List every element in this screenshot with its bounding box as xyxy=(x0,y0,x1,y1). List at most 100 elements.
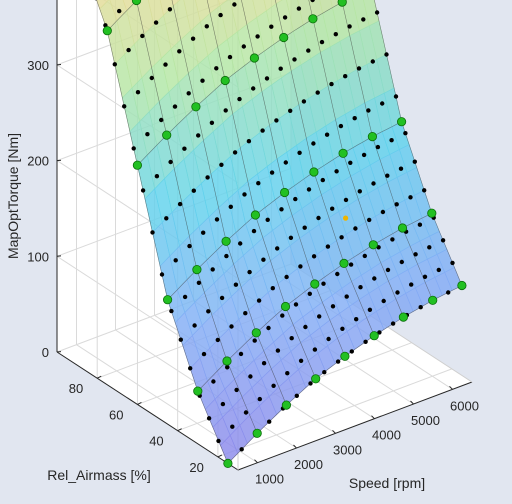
measurement-point xyxy=(117,9,121,13)
measurement-point xyxy=(422,188,426,192)
measurement-point xyxy=(408,195,412,199)
calibration-point xyxy=(429,296,437,304)
measurement-point xyxy=(206,309,210,313)
measurement-point xyxy=(168,160,172,164)
measurement-point xyxy=(150,76,154,80)
measurement-point xyxy=(191,37,195,41)
measurement-point xyxy=(395,202,399,206)
calibration-point xyxy=(253,429,261,437)
measurement-point xyxy=(216,439,220,443)
measurement-point xyxy=(242,192,246,196)
measurement-point xyxy=(306,48,310,52)
measurement-point xyxy=(340,327,344,331)
measurement-point xyxy=(279,207,283,211)
measurement-point xyxy=(321,282,325,286)
measurement-point xyxy=(253,338,257,342)
measurement-point xyxy=(262,361,266,365)
measurement-point xyxy=(179,338,183,342)
measurement-point xyxy=(336,359,340,363)
calibration-point xyxy=(193,265,201,273)
measurement-point xyxy=(400,260,404,264)
measurement-point xyxy=(334,169,338,173)
measurement-point xyxy=(211,267,215,271)
measurement-point xyxy=(403,131,407,135)
measurement-point xyxy=(220,296,224,300)
calibration-point xyxy=(339,149,347,157)
calibration-point xyxy=(133,161,141,169)
measurement-point xyxy=(248,374,252,378)
x-tick-label: 4000 xyxy=(372,428,401,443)
x-tick-label: 3000 xyxy=(333,442,362,457)
measurement-point xyxy=(399,167,403,171)
measurement-point xyxy=(358,285,362,289)
calibration-point xyxy=(368,132,376,140)
measurement-point xyxy=(168,7,172,11)
calibration-point xyxy=(194,387,202,395)
calibration-point xyxy=(458,281,466,289)
measurement-point xyxy=(164,216,168,220)
highlight-point-marker xyxy=(343,216,348,221)
measurement-point xyxy=(413,160,417,164)
measurement-point xyxy=(302,99,306,103)
calibration-point xyxy=(224,459,232,467)
measurement-point xyxy=(252,229,256,233)
measurement-point xyxy=(284,160,288,164)
measurement-point xyxy=(232,2,236,6)
measurement-point xyxy=(376,145,380,149)
measurement-point xyxy=(224,254,228,258)
measurement-point xyxy=(345,294,349,298)
measurement-point xyxy=(349,262,353,266)
measurement-point xyxy=(283,15,287,19)
measurement-point xyxy=(284,275,288,279)
measurement-point xyxy=(196,133,200,137)
measurement-point xyxy=(335,272,339,276)
measurement-point xyxy=(348,161,352,165)
calibration-point xyxy=(428,209,436,217)
measurement-point xyxy=(229,324,233,328)
measurement-point xyxy=(200,79,204,83)
measurement-point xyxy=(288,109,292,113)
measurement-point xyxy=(418,223,422,227)
measurement-point xyxy=(266,326,270,330)
measurement-point xyxy=(297,6,301,10)
measurement-point xyxy=(380,101,384,105)
measurement-point xyxy=(233,150,237,154)
calibration-point xyxy=(132,0,140,5)
measurement-point xyxy=(344,198,348,202)
measurement-point xyxy=(330,207,334,211)
measurement-point xyxy=(269,25,273,29)
measurement-point xyxy=(303,325,307,329)
measurement-point xyxy=(423,275,427,279)
calibration-point xyxy=(312,375,320,383)
measurement-point xyxy=(279,67,283,71)
measurement-point xyxy=(297,151,301,155)
measurement-point xyxy=(321,178,325,182)
measurement-point xyxy=(331,304,335,308)
measurement-point xyxy=(390,237,394,241)
measurement-point xyxy=(350,349,354,353)
measurement-point xyxy=(270,170,274,174)
z-tick-label: 300 xyxy=(27,58,49,73)
measurement-point xyxy=(308,292,312,296)
calibration-point xyxy=(397,118,405,126)
measurement-point xyxy=(446,290,450,294)
measurement-point xyxy=(211,379,215,383)
z-tick-label: 100 xyxy=(27,249,49,264)
measurement-point xyxy=(239,352,243,356)
measurement-point xyxy=(177,49,181,53)
measurement-point xyxy=(256,181,260,185)
measurement-point xyxy=(230,425,234,429)
measurement-point xyxy=(113,62,117,66)
measurement-point xyxy=(216,338,220,342)
measurement-point xyxy=(267,420,271,424)
x-tick-label: 1000 xyxy=(255,472,284,487)
measurement-point xyxy=(326,337,330,341)
calibration-point xyxy=(370,332,378,340)
measurement-point xyxy=(289,236,293,240)
measurement-point xyxy=(274,118,278,122)
calibration-point xyxy=(252,329,260,337)
measurement-point xyxy=(384,52,388,56)
measurement-point xyxy=(219,163,223,167)
